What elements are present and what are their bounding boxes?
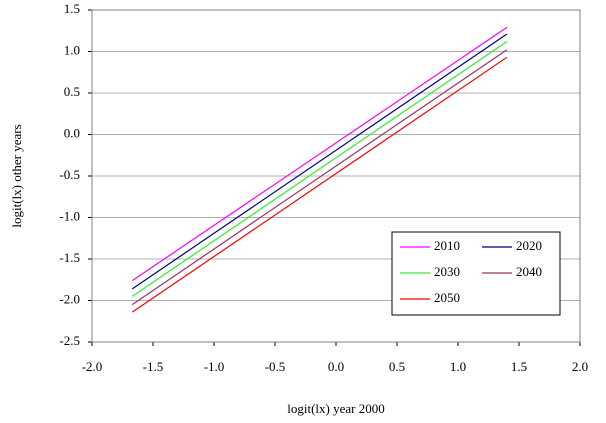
legend-label: 2050 <box>434 290 460 305</box>
x-tick-label: 2.0 <box>572 359 588 374</box>
x-tick-label: 0.0 <box>328 359 344 374</box>
x-tick-label: -1.0 <box>204 359 225 374</box>
x-tick-label: -1.5 <box>143 359 164 374</box>
y-tick-label: -1.0 <box>59 208 80 223</box>
x-tick-label: -0.5 <box>265 359 286 374</box>
y-tick-label: -0.5 <box>59 167 80 182</box>
x-tick-label: 0.5 <box>389 359 405 374</box>
series-line <box>131 33 508 290</box>
y-tick-label: -1.5 <box>59 250 80 265</box>
legend-label: 2020 <box>516 238 542 253</box>
series-line <box>131 41 508 297</box>
y-axis-label: logit(lx) other years <box>9 124 24 227</box>
legend-label: 2030 <box>434 264 460 279</box>
series-line <box>131 56 508 313</box>
legend-label: 2010 <box>434 238 460 253</box>
x-axis-label: logit(lx) year 2000 <box>287 401 384 416</box>
x-tick-label: 1.0 <box>450 359 466 374</box>
y-tick-label: 1.0 <box>64 42 80 57</box>
x-tick-label: -2.0 <box>82 359 103 374</box>
series-line <box>131 49 508 306</box>
y-tick-label: 0.5 <box>64 84 80 99</box>
legend-label: 2040 <box>516 264 542 279</box>
series-line <box>131 26 508 282</box>
y-tick-label: 0.0 <box>64 125 80 140</box>
y-tick-label: -2.5 <box>59 333 80 348</box>
y-tick-label: 1.5 <box>64 1 80 16</box>
x-tick-label: 1.5 <box>511 359 527 374</box>
plot-frame <box>91 9 581 343</box>
y-tick-label: -2.0 <box>59 291 80 306</box>
